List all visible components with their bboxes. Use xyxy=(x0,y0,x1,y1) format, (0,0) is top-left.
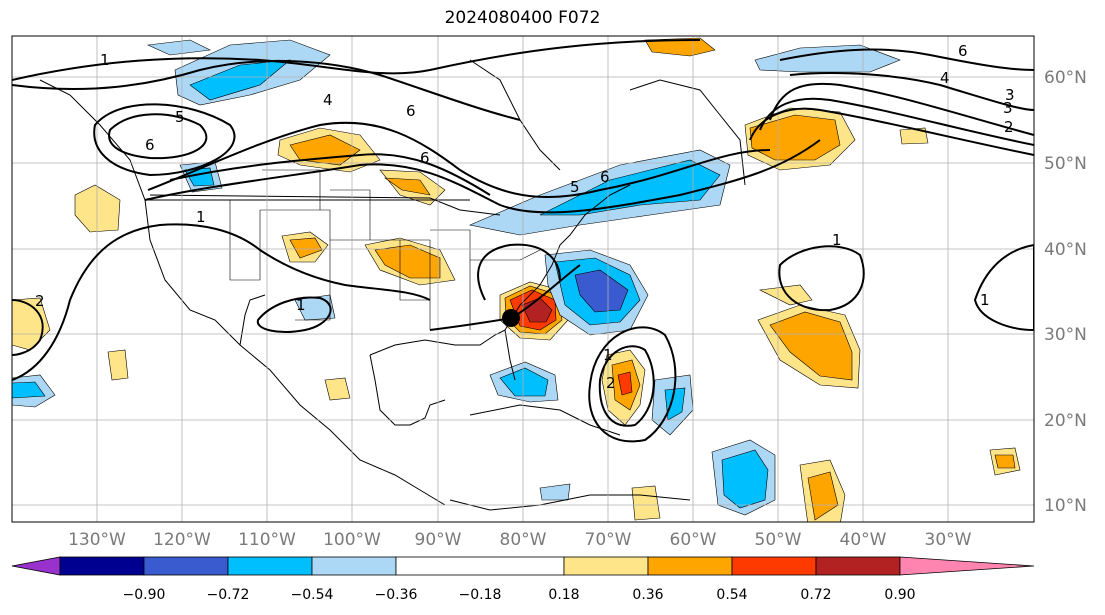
colorbar-tick-label: −0.90 xyxy=(123,587,166,603)
colorbar-tick-label: −0.72 xyxy=(207,587,250,603)
contour-label: 1 xyxy=(980,291,990,309)
height-contours xyxy=(12,39,1034,443)
lon-label: 60°W xyxy=(670,530,717,550)
lon-label: 70°W xyxy=(585,530,632,550)
contour-label: 4 xyxy=(940,69,950,87)
contour-label: 1 xyxy=(603,346,613,364)
colorbar-swatch xyxy=(563,556,649,576)
contour-label: 5 xyxy=(175,108,185,126)
lon-label: 110°W xyxy=(238,530,296,550)
colorbar-tick-label: −0.54 xyxy=(291,587,334,603)
contour-label: 4 xyxy=(323,91,333,109)
lon-label: 120°W xyxy=(153,530,211,550)
lon-label: 90°W xyxy=(415,530,462,550)
lat-label: 50°N xyxy=(1044,154,1087,174)
colorbar-tick-label: −0.18 xyxy=(459,587,502,603)
graticule xyxy=(12,36,1034,522)
storm-center-marker xyxy=(502,309,520,327)
map-frame xyxy=(11,35,1035,523)
lon-label: 100°W xyxy=(323,530,381,550)
lat-label: 10°N xyxy=(1044,496,1087,516)
lat-label: 40°N xyxy=(1044,240,1087,260)
lon-label: 130°W xyxy=(68,530,126,550)
contour-label: 2 xyxy=(1004,118,1014,136)
colorbar-swatch xyxy=(395,556,565,576)
colorbar-extend-low xyxy=(11,556,61,576)
contour-label: 6 xyxy=(600,168,610,186)
colorbar-tick-label: 0.54 xyxy=(716,587,747,603)
lon-label: 30°W xyxy=(925,530,972,550)
lon-label: 80°W xyxy=(500,530,547,550)
longitude-labels: 130°W 120°W 110°W 100°W 90°W 80°W 70°W 6… xyxy=(68,530,972,550)
colorbar-swatch xyxy=(815,556,901,576)
contour-label: 6 xyxy=(420,149,430,167)
contour-closed-atlantic xyxy=(778,245,865,312)
contour-label: 3 xyxy=(1003,99,1013,117)
colorbar-swatch xyxy=(59,556,145,576)
contour-label: 3 xyxy=(1005,86,1015,104)
colorbar-ticks: −0.90 −0.72 −0.54 −0.36 −0.18 0.18 0.36 … xyxy=(123,587,916,603)
lat-label: 60°N xyxy=(1044,68,1087,88)
lon-label: 50°W xyxy=(755,530,802,550)
colorbar-tick-label: 0.18 xyxy=(548,587,579,603)
colorbar-swatch xyxy=(731,556,817,576)
lat-label: 30°N xyxy=(1044,325,1087,345)
lon-label: 40°W xyxy=(840,530,887,550)
contour-label: 5 xyxy=(570,178,580,196)
state-borders xyxy=(229,169,541,330)
contour-label: 1 xyxy=(296,296,306,314)
contour-label: 2 xyxy=(606,374,616,392)
colorbar xyxy=(11,556,1035,576)
contour-tropical-low xyxy=(598,345,655,427)
colorbar-tick-label: 0.72 xyxy=(800,587,831,603)
contour-label: 6 xyxy=(406,102,416,120)
colorbar-extend-high xyxy=(899,556,1035,576)
contour-1-west xyxy=(12,223,431,381)
contour-label: 6 xyxy=(958,42,968,60)
colorbar-swatch xyxy=(311,556,397,576)
contour-label: 1 xyxy=(832,231,842,249)
contour-label: 1 xyxy=(196,208,206,226)
map-title: 2024080400 F072 xyxy=(444,8,601,28)
latitude-labels: 60°N 50°N 40°N 30°N 20°N 10°N xyxy=(1044,68,1087,516)
colorbar-swatch xyxy=(227,556,313,576)
colorbar-swatch xyxy=(143,556,229,576)
lat-label: 20°N xyxy=(1044,411,1087,431)
contour-label: 1 xyxy=(100,51,110,69)
colorbar-swatch xyxy=(647,556,733,576)
colorbar-tick-label: 0.90 xyxy=(884,587,915,603)
colorbar-tick-label: −0.36 xyxy=(375,587,418,603)
contour-label-group: 1 1 1 1 1 1 2 2 2 3 3 4 4 5 5 6 6 6 6 6 xyxy=(35,42,1015,392)
contour-label: 2 xyxy=(35,292,45,310)
colorbar-tick-label: 0.36 xyxy=(632,587,663,603)
contour-label: 6 xyxy=(145,136,155,154)
